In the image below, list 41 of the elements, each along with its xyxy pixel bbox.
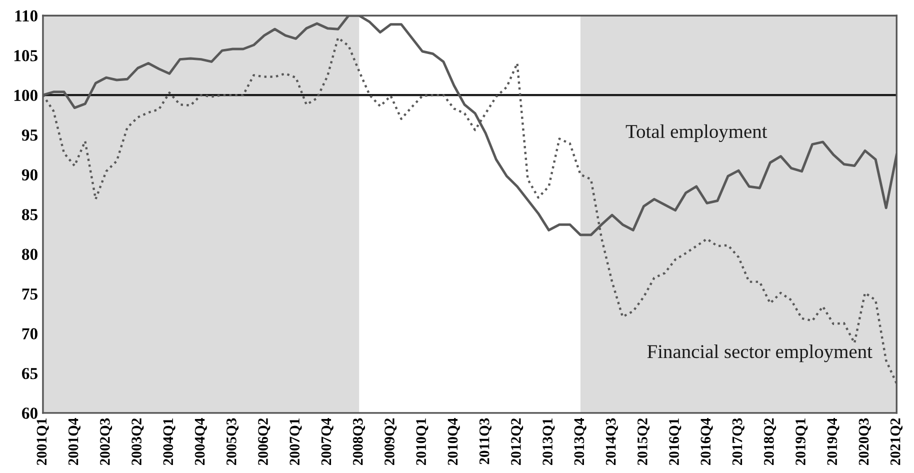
x-tick-label: 2004Q1 [163,418,176,465]
x-tick-label: 2013Q4 [574,418,586,465]
x-tick-label: 2008Q3 [352,418,366,465]
x-tick-label: 2016Q4 [700,418,713,465]
x-tick-label: 2013Q1 [542,418,555,465]
x-tick-label: 2014Q3 [606,418,618,465]
y-tick-label: 70 [22,328,38,340]
x-tick-label: 2016Q1 [669,418,682,465]
x-tick-label: 2019Q4 [827,418,840,465]
x-tick-label: 2006Q2 [258,418,270,465]
y-tick-label: 90 [22,169,38,180]
x-tick-label: 2019Q1 [796,418,808,465]
y-tick-label: 95 [22,130,38,141]
y-tick-label: 65 [22,368,38,380]
x-tick-label: 2007Q4 [321,418,334,465]
x-tick-label: 2018Q2 [764,418,776,465]
x-tick-label: 2004Q4 [194,418,207,465]
y-tick-label: 60 [22,408,38,419]
y-tick-label: 110 [15,10,38,22]
x-tick-label: 2007Q1 [290,418,302,465]
x-tick-label: 2015Q2 [638,418,650,465]
x-tick-label: 2001Q4 [68,418,80,465]
x-tick-label: 2020Q3 [858,418,871,465]
x-tick-label: 2010Q4 [448,418,460,465]
y-tick-label: 80 [22,248,38,260]
y-tick-label: 75 [22,288,38,300]
series-label: Financial sector employment [647,344,872,362]
x-tick-label: 2017Q3 [732,418,744,465]
x-tick-label: 2003Q2 [132,418,144,465]
x-tick-label: 2021Q2 [890,418,903,465]
y-tick-label: 85 [22,208,38,220]
x-tick-label: 2002Q3 [100,418,112,465]
x-tick-label: 2005Q3 [226,418,239,465]
series-label: Total employment [626,124,768,142]
y-tick-label: 105 [14,50,38,62]
x-tick-label: 2001Q1 [36,418,49,465]
x-tick-label: 2011Q3 [479,418,492,464]
x-tick-label: 2009Q2 [384,418,397,465]
x-tick-label: 2012Q2 [511,418,524,465]
y-tick-label: 100 [14,90,38,102]
x-tick-label: 2010Q1 [416,418,428,465]
